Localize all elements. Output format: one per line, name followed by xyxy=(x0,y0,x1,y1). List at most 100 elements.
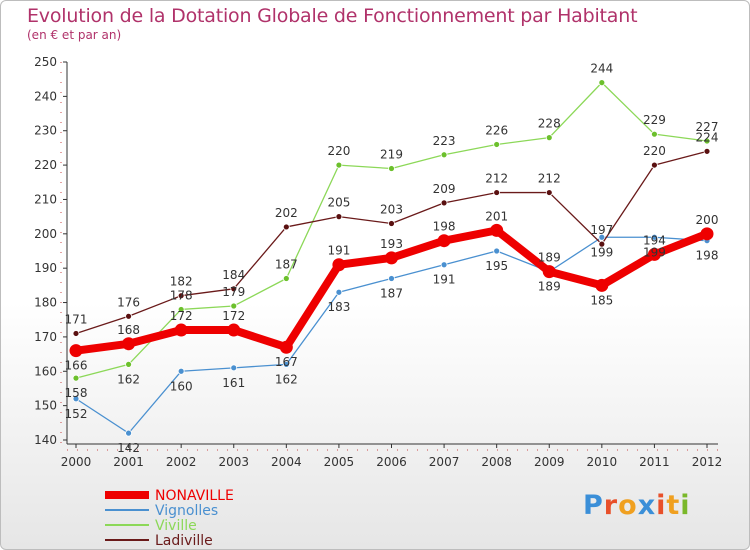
logo-letter: o xyxy=(618,490,638,521)
data-point-vignolles xyxy=(440,261,448,269)
data-label: 183 xyxy=(327,300,350,314)
y-tick-label: 160 xyxy=(34,364,57,378)
data-label: 189 xyxy=(538,251,561,265)
data-point-viville xyxy=(125,360,132,368)
data-label: 197 xyxy=(590,223,613,237)
data-label: 223 xyxy=(433,134,456,148)
y-tick-label: 230 xyxy=(34,124,57,138)
data-point-ladiville xyxy=(545,189,553,196)
logo-letter: x xyxy=(637,490,657,521)
logo-letter: i xyxy=(680,490,691,521)
legend-label: Ladiville xyxy=(155,533,213,549)
x-tick-label: 2010 xyxy=(587,455,618,469)
data-point-vignolles xyxy=(282,360,290,368)
x-tick-label: 2001 xyxy=(113,455,144,469)
data-point-ladiville xyxy=(282,223,290,231)
data-label: 205 xyxy=(327,196,350,210)
data-point-viville xyxy=(651,130,658,138)
data-label: 194 xyxy=(643,233,666,247)
data-label: 212 xyxy=(538,172,561,186)
logo-letter: t xyxy=(666,490,681,521)
data-label: 158 xyxy=(65,386,88,400)
data-point-nonaville xyxy=(69,344,83,358)
data-point-viville xyxy=(545,134,553,142)
data-point-viville xyxy=(230,302,238,310)
data-label: 227 xyxy=(696,120,719,134)
data-point-nonaville xyxy=(595,278,609,292)
legend-label: Viville xyxy=(155,518,197,534)
x-tick-label: 2006 xyxy=(376,455,407,469)
data-label: 184 xyxy=(222,268,245,282)
data-label: 220 xyxy=(327,144,350,158)
x-tick-label: 2005 xyxy=(324,455,355,469)
y-tick-label: 190 xyxy=(34,261,57,275)
x-tick-label: 2000 xyxy=(61,455,92,469)
data-point-nonaville xyxy=(700,227,714,241)
y-tick-label: 140 xyxy=(34,433,57,447)
data-label: 219 xyxy=(380,148,403,162)
data-point-ladiville xyxy=(230,285,238,293)
data-point-viville xyxy=(440,151,448,159)
data-label: 191 xyxy=(433,273,456,287)
data-point-ladiville xyxy=(125,312,132,320)
data-label: 161 xyxy=(222,376,245,390)
proxiti-logo: Proxiti xyxy=(583,490,691,521)
data-point-vignolles xyxy=(335,288,343,296)
data-point-vignolles xyxy=(493,247,501,255)
x-tick-label: 2004 xyxy=(271,455,302,469)
data-label: 199 xyxy=(643,245,666,259)
data-label: 229 xyxy=(643,113,666,127)
data-label: 179 xyxy=(222,285,245,299)
data-label: 202 xyxy=(275,206,298,220)
data-point-vignolles xyxy=(177,367,185,375)
data-label: 226 xyxy=(485,123,508,137)
data-point-vignolles xyxy=(230,364,238,372)
data-point-vignolles xyxy=(72,395,80,403)
x-tick-label: 2007 xyxy=(429,455,460,469)
data-point-nonaville xyxy=(490,223,504,237)
data-point-viville xyxy=(282,275,290,282)
data-point-ladiville xyxy=(72,330,80,337)
logo-letter: i xyxy=(656,490,667,521)
data-point-nonaville xyxy=(122,337,136,351)
data-label: 185 xyxy=(590,293,613,307)
data-label: 187 xyxy=(380,286,403,300)
data-label: 224 xyxy=(696,130,719,144)
legend-label: NONAVILLE xyxy=(155,488,234,504)
data-point-viville xyxy=(335,161,343,169)
data-label: 162 xyxy=(117,372,140,386)
data-point-nonaville xyxy=(647,247,661,261)
data-point-ladiville xyxy=(703,147,711,155)
ticks: 140 150 160 170 180 190 200 210 220 230 240 250 2000… xyxy=(34,55,722,469)
logo-letter: r xyxy=(603,490,619,521)
axes xyxy=(60,62,718,451)
y-tick-label: 250 xyxy=(34,55,57,69)
data-label: 152 xyxy=(65,407,88,421)
data-label: 199 xyxy=(590,245,613,259)
data-label: 189 xyxy=(538,280,561,294)
data-point-viville xyxy=(493,141,501,148)
data-label: 198 xyxy=(433,220,456,234)
data-label: 200 xyxy=(696,213,719,227)
data-point-ladiville xyxy=(598,240,606,248)
data-point-vignolles xyxy=(125,429,132,437)
data-label: 142 xyxy=(117,441,140,455)
data-label: 201 xyxy=(485,209,508,223)
x-tick-label: 2011 xyxy=(639,455,670,469)
series-group xyxy=(69,79,714,437)
data-label: 182 xyxy=(170,275,193,289)
data-label: 176 xyxy=(117,295,140,309)
y-tick-label: 180 xyxy=(34,296,57,310)
data-point-viville xyxy=(72,374,80,382)
data-label: 187 xyxy=(275,257,298,271)
data-point-nonaville xyxy=(332,258,346,272)
data-point-ladiville xyxy=(651,161,658,169)
data-point-viville xyxy=(598,79,606,87)
data-label: 168 xyxy=(117,323,140,337)
data-point-vignolles xyxy=(388,275,395,282)
data-label: 171 xyxy=(65,312,88,326)
y-tick-label: 210 xyxy=(34,192,57,206)
data-label: 198 xyxy=(696,249,719,263)
